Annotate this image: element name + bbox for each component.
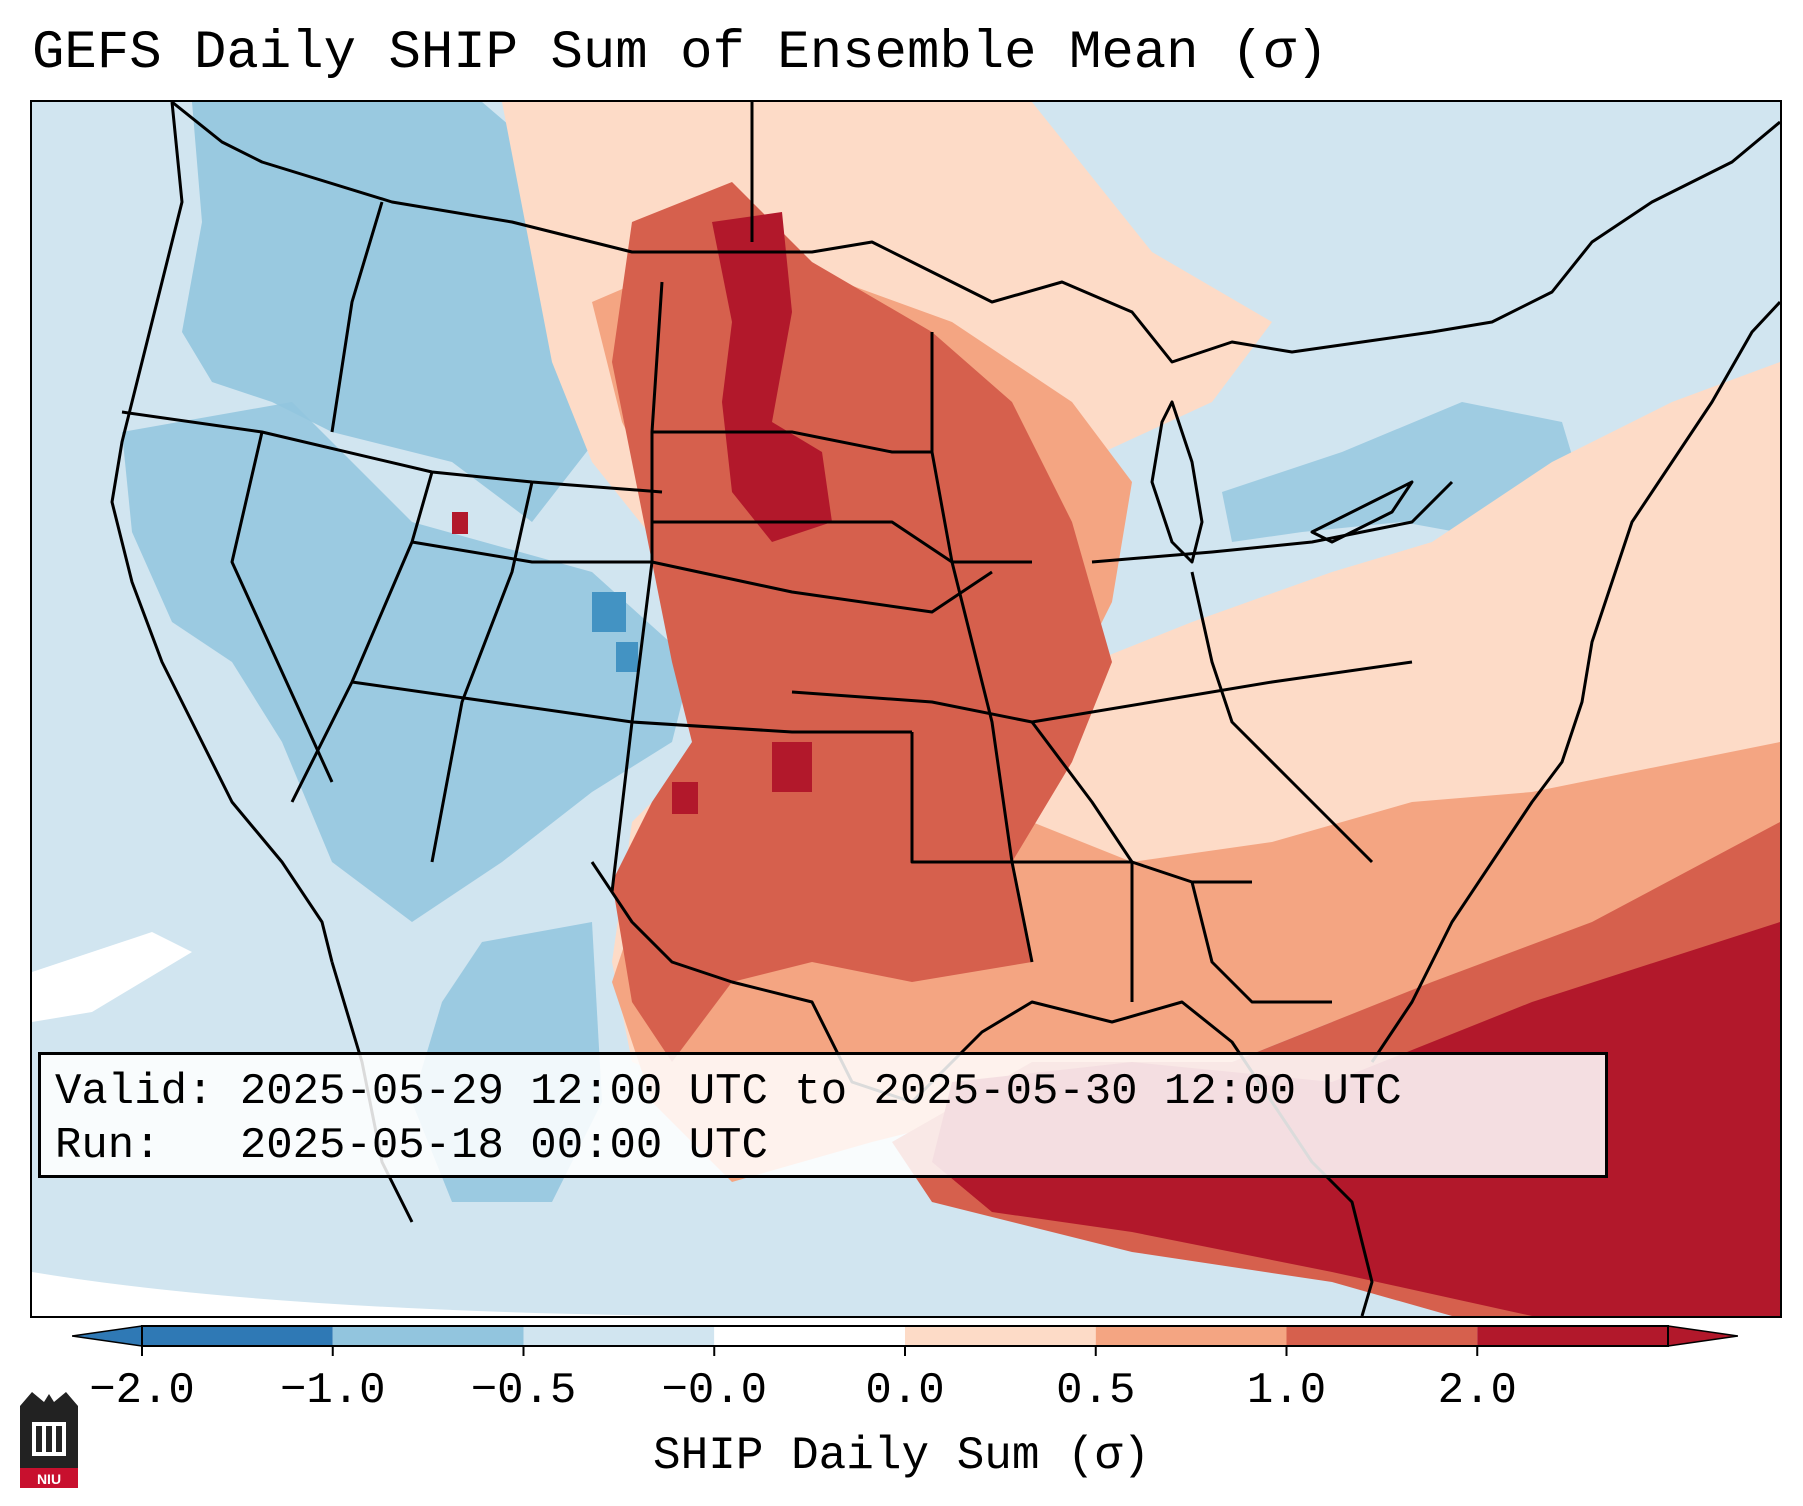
state-line-2 bbox=[330, 201, 384, 433]
colorbar-bin bbox=[714, 1326, 905, 1346]
run-label: Run: bbox=[55, 1121, 161, 1171]
colorbar-bin bbox=[1477, 1326, 1668, 1346]
colorbar: −2.0 −1.0 −0.5 −0.0 0.0 0.5 1.0 2.0 bbox=[71, 1320, 1739, 1416]
valid-row: Valid: 2025-05-29 12:00 UTC to 2025-05-3… bbox=[55, 1065, 1591, 1119]
colorbar-tick-label: 2.0 bbox=[1438, 1366, 1517, 1410]
colorbar-tick-label: −1.0 bbox=[280, 1366, 386, 1410]
anomaly-neg-great-basin bbox=[122, 402, 692, 922]
borders bbox=[110, 102, 1780, 1316]
colorbar-bin bbox=[142, 1326, 333, 1346]
state-line-3 bbox=[230, 431, 334, 783]
colorbar-extend-max bbox=[1667, 1325, 1739, 1347]
colorbar-label: SHIP Daily Sum (σ) bbox=[653, 1430, 1150, 1482]
colorbar-extend-min bbox=[71, 1325, 143, 1347]
colorbar-tick-label: −0.0 bbox=[661, 1366, 767, 1410]
valid-label: Valid: bbox=[55, 1067, 214, 1117]
state-line-13 bbox=[930, 332, 1034, 963]
state-line-14 bbox=[1030, 721, 1134, 1002]
state-line-4 bbox=[290, 471, 434, 803]
logo-text: NIU bbox=[37, 1471, 61, 1487]
anomaly-strong-neg-colorado-2 bbox=[616, 642, 638, 672]
great-lake-erie bbox=[1310, 480, 1414, 544]
colorbar-tick-label: 0.5 bbox=[1056, 1366, 1135, 1410]
run-value: 2025-05-18 00:00 UTC bbox=[239, 1121, 768, 1171]
country-border-canada bbox=[171, 102, 1780, 364]
map-title: GEFS Daily SHIP Sum of Ensemble Mean (σ) bbox=[32, 23, 1329, 84]
state-line-7 bbox=[411, 540, 993, 614]
anomaly-strong-neg-colorado bbox=[592, 592, 626, 632]
colorbar-tick-label: 0.0 bbox=[865, 1366, 944, 1410]
colorbar-bin bbox=[1286, 1326, 1478, 1346]
state-line-5 bbox=[430, 481, 534, 863]
colorbar-bin bbox=[1095, 1326, 1287, 1346]
state-line-8 bbox=[351, 680, 912, 734]
valid-value: 2025-05-29 12:00 UTC to 2025-05-30 12:00… bbox=[239, 1067, 1402, 1117]
state-line-12 bbox=[791, 660, 1413, 724]
state-line-15 bbox=[1091, 480, 1454, 564]
atlantic-coast bbox=[1370, 300, 1780, 1063]
state-line-16 bbox=[1190, 571, 1374, 864]
anomaly-verystrongpos-oklahoma bbox=[772, 742, 812, 792]
colorbar-tick-label: −2.0 bbox=[89, 1366, 195, 1410]
anomaly-neg-northwest bbox=[182, 102, 602, 522]
colorbar-bin bbox=[905, 1326, 1096, 1346]
colorbar-bin bbox=[332, 1326, 524, 1346]
state-line-11 bbox=[652, 520, 1032, 564]
valid-run-box: Valid: 2025-05-29 12:00 UTC to 2025-05-3… bbox=[38, 1052, 1608, 1178]
off-map-area bbox=[32, 1272, 932, 1316]
anomaly-verystrongpos-texas bbox=[672, 782, 698, 814]
niu-logo: NIU bbox=[20, 1392, 78, 1488]
state-line-10 bbox=[652, 430, 932, 454]
great-lake-michigan bbox=[1150, 400, 1204, 564]
white-patch bbox=[32, 932, 192, 1022]
anomaly-verystrongpos-utah bbox=[452, 512, 468, 534]
anomaly-verystrongpos-dakotas bbox=[712, 212, 832, 542]
colorbar-tick-label: −0.5 bbox=[471, 1366, 577, 1410]
colorbar-svg: −2.0 −1.0 −0.5 −0.0 0.0 0.5 1.0 2.0 bbox=[71, 1325, 1739, 1416]
west-coast bbox=[110, 102, 334, 963]
state-line-18 bbox=[1190, 881, 1332, 1004]
colorbar-tick-label: 1.0 bbox=[1247, 1366, 1326, 1410]
run-row: Run: 2025-05-18 00:00 UTC bbox=[55, 1119, 1591, 1173]
colorbar-bin bbox=[523, 1326, 715, 1346]
